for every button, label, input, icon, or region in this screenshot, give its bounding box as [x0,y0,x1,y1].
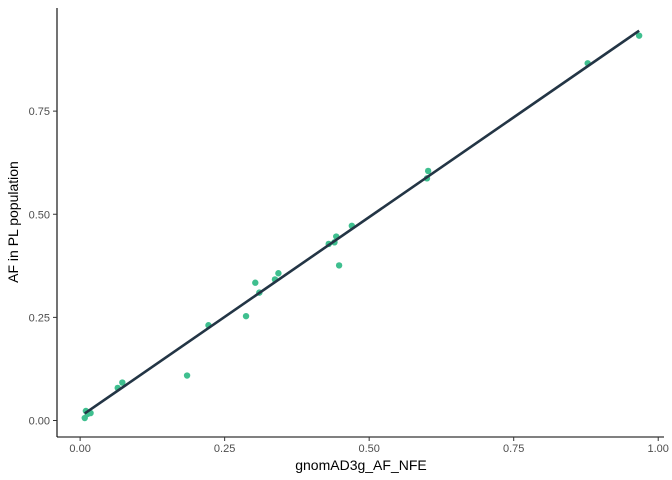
x-tick-label: 1.00 [648,443,669,455]
x-tick-label: 0.75 [503,443,524,455]
x-tick-label: 0.25 [214,443,235,455]
fit-line-layer [84,29,640,415]
x-axis-title: gnomAD3g_AF_NFE [295,457,427,473]
y-tick-label: 0.00 [29,416,50,428]
data-point [335,262,343,269]
fit-line [84,29,640,415]
y-axis-title: AF in PL population [5,161,21,283]
y-tick-label: 0.25 [29,312,50,324]
x-tick-label: 0.00 [69,443,90,455]
data-point [635,32,643,39]
y-tick-label: 0.75 [29,106,50,118]
points-layer [81,32,643,422]
data-point [252,279,259,286]
y-tick-label: 0.50 [29,209,50,221]
data-point [119,379,126,386]
x-tick-label: 0.50 [358,443,379,455]
data-point [242,312,250,320]
data-point [424,167,432,175]
data-point [275,270,282,277]
axes: 0.00 0.25 0.50 0.75 1.00 0.00 0.25 0.50 0.75 [29,8,669,455]
data-point [183,372,191,379]
